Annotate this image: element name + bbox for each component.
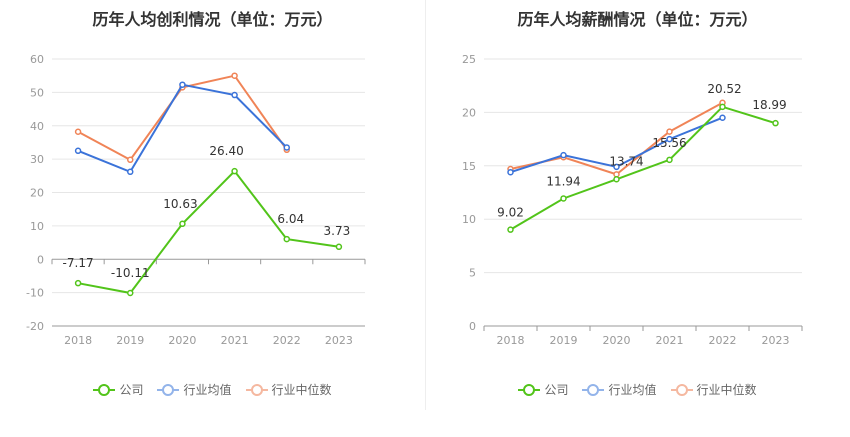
y-tick-label: 30 [30, 153, 44, 166]
data-point-industry_avg [179, 81, 186, 88]
legend-item-industry-avg[interactable]: 行业均值 [582, 381, 657, 398]
x-tick-label: 2019 [550, 334, 578, 347]
data-point-industry_median [666, 128, 673, 135]
data-label-company: 15.56 [652, 136, 686, 150]
y-tick-label: 20 [462, 106, 476, 119]
data-label-company: -10.11 [111, 266, 150, 280]
y-tick-label: 25 [462, 53, 476, 66]
y-tick-label: 5 [469, 267, 476, 280]
legend-item-industry-avg[interactable]: 行业均值 [157, 381, 232, 398]
profit-per-capita-panel: 历年人均创利情况（单位：万元） -20 -10 0 10 20 30 40 50 60 2018 2… [0, 10, 425, 398]
series-line-company [509, 105, 776, 231]
data-label-company: 18.99 [752, 98, 786, 112]
data-point-industry_avg [613, 163, 620, 171]
legend-company-label: 公司 [544, 383, 569, 397]
data-point-company [666, 156, 673, 164]
y-tick-label: -20 [26, 320, 44, 333]
x-tick-label: 2022 [709, 334, 737, 347]
legend-company-label: 公司 [119, 383, 144, 397]
legend-item-company[interactable]: 公司 [93, 381, 143, 398]
data-label-company: 6.04 [277, 212, 304, 226]
x-tick-label: 2020 [168, 334, 196, 347]
x-tick-label: 2018 [64, 334, 92, 347]
data-point-company [74, 279, 82, 287]
data-point-company [179, 220, 186, 228]
x-tick-label: 2023 [325, 334, 353, 347]
legend-industry-avg-marker-icon [157, 383, 180, 396]
data-label-company: 13.74 [609, 154, 643, 168]
data-point-industry_avg [231, 91, 238, 99]
x-tick-label: 2022 [273, 334, 301, 347]
legend-industry-avg-label: 行业均值 [183, 383, 232, 397]
legend-item-industry-median[interactable]: 行业中位数 [670, 381, 757, 398]
legend-industry-median-marker-icon [245, 383, 268, 396]
legend-company-marker-icon [93, 383, 116, 396]
y-tick-label: -10 [26, 287, 44, 300]
legend-industry-median-label: 行业中位数 [271, 383, 332, 397]
data-point-company [560, 195, 567, 202]
y-tick-label: 50 [30, 86, 44, 99]
data-point-company [507, 226, 514, 233]
data-point-company [335, 243, 343, 251]
legend-industry-avg-label: 行业均值 [608, 383, 657, 397]
legend-industry-median-marker-icon [670, 383, 693, 396]
legend-industry-avg-marker-icon [582, 383, 605, 396]
data-point-company [127, 289, 134, 297]
y-tick-label: 20 [30, 187, 44, 200]
y-tick-label: 60 [30, 53, 44, 66]
data-point-company [613, 176, 620, 183]
y-tick-label: 10 [30, 220, 44, 233]
data-point-industry_avg [719, 114, 726, 121]
data-point-company [283, 235, 290, 243]
x-tick-label: 2019 [116, 334, 144, 347]
chart-title-profit: 历年人均创利情况（单位：万元） [92, 10, 333, 29]
data-point-industry_median [127, 156, 134, 164]
data-label-company: 9.02 [497, 206, 524, 220]
data-label-company: -7.17 [63, 256, 94, 270]
data-label-company: 3.73 [324, 224, 351, 238]
x-tick-label: 2023 [762, 334, 790, 347]
y-tick-label: 40 [30, 120, 44, 133]
panel-divider [425, 0, 426, 410]
data-point-company [772, 119, 779, 127]
gridlines [52, 58, 365, 327]
legend-company-marker-icon [518, 383, 541, 396]
data-label-company: 20.52 [707, 82, 741, 96]
data-label-company: 26.40 [209, 144, 243, 158]
legend-profit: 公司 行业均值 行业中位数 [0, 381, 425, 398]
data-point-company [719, 103, 726, 111]
x-tick-label: 2021 [221, 334, 249, 347]
data-point-industry_avg [127, 168, 134, 176]
series-line-company [77, 169, 340, 295]
data-point-industry_median [74, 128, 82, 136]
legend-industry-median-label: 行业中位数 [696, 383, 757, 397]
data-point-industry_avg [560, 151, 567, 159]
x-tick-label: 2018 [497, 334, 525, 347]
data-point-industry_avg [74, 147, 82, 155]
salary-per-capita-panel: 历年人均薪酬情况（单位：万元） 0 5 10 15 20 25 2018 2019 2020 20… [425, 0, 850, 437]
profit-per-capita-chart: -20 -10 0 10 20 30 40 50 60 2018 2019 2020 2021 2022 2… [26, 53, 366, 347]
x-tick-label: 2021 [656, 334, 684, 347]
chart-title-salary: 历年人均薪酬情况（单位：万元） [517, 10, 758, 29]
y-tick-label: 15 [462, 160, 476, 173]
data-label-company: 11.94 [546, 174, 580, 188]
salary-per-capita-chart: 0 5 10 15 20 25 2018 2019 2020 2021 2022 2023 9.02 11… [462, 53, 803, 347]
y-tick-label: 10 [462, 213, 476, 226]
data-point-company [231, 167, 238, 175]
data-point-industry_avg [283, 144, 290, 151]
legend-item-company[interactable]: 公司 [518, 381, 568, 398]
legend-salary: 公司 行业均值 行业中位数 [425, 381, 850, 398]
y-tick-label: 0 [469, 320, 476, 333]
data-point-industry_avg [507, 168, 514, 176]
data-point-industry_median [231, 72, 238, 79]
legend-item-industry-median[interactable]: 行业中位数 [245, 381, 332, 398]
data-label-company: 10.63 [163, 197, 197, 211]
data-point-industry_avg [666, 135, 673, 143]
y-tick-label: 0 [37, 253, 44, 266]
x-tick-label: 2020 [603, 334, 631, 347]
